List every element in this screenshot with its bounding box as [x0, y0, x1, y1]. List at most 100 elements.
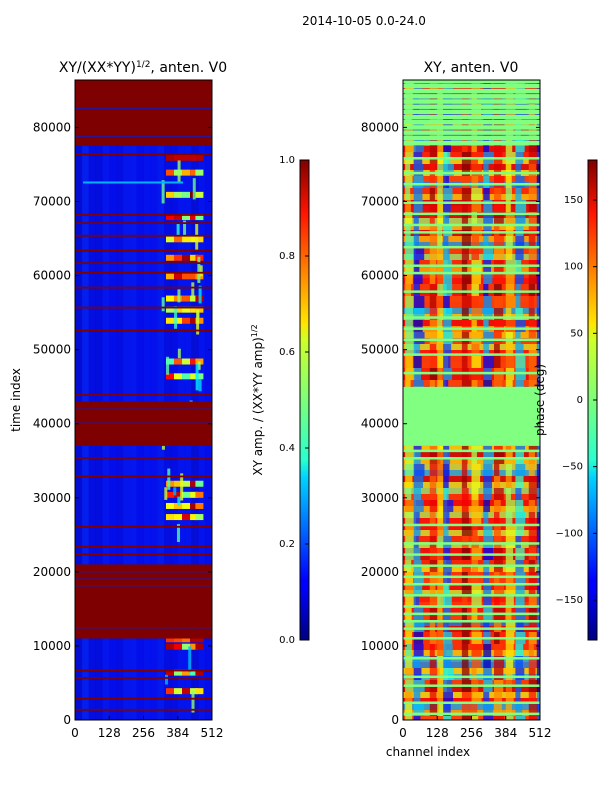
phase-ytick-label: 10000 — [361, 639, 399, 653]
phase-top-green-row — [403, 94, 540, 99]
phase-channel-cell — [429, 644, 435, 656]
phase-channel-cell — [443, 212, 450, 224]
phase-channel-cell — [528, 320, 539, 332]
phase-channel-cell — [536, 200, 540, 212]
amplitude-flag-stripe — [75, 708, 212, 711]
amplitude-ytick-label: 80000 — [33, 120, 71, 134]
amplitude-column — [116, 80, 124, 720]
phase-channel-cell — [515, 176, 525, 188]
phase-channel-cell — [437, 332, 444, 344]
phase-channel-cell — [413, 296, 425, 308]
phase-channel-cell — [413, 524, 421, 536]
amplitude-streak — [198, 285, 202, 304]
amplitude-bright-cell — [190, 214, 199, 221]
phase-top-green-row — [403, 99, 540, 104]
phase-channel-cell — [413, 476, 424, 488]
phase-flag-stripe — [403, 212, 540, 216]
phase-channel-cell — [461, 356, 468, 368]
amplitude-flagged-band — [75, 564, 212, 639]
amplitude-colorbar-tick-label: 0.8 — [279, 251, 295, 262]
phase-channel-cell — [443, 584, 450, 596]
phase-ytick-label: 30000 — [361, 491, 399, 505]
phase-flagged-bands — [403, 386, 540, 446]
amplitude-bright-cell — [182, 154, 191, 161]
amplitude-flag-stripe — [75, 553, 212, 556]
phase-channel-cell — [536, 248, 540, 260]
phase-channel-cell — [493, 188, 502, 200]
amplitude-column — [157, 80, 165, 720]
phase-channel-cell — [443, 272, 453, 284]
phase-channel-cell — [405, 188, 411, 200]
phase-channel-cell — [528, 272, 540, 284]
phase-channel-cell — [493, 512, 500, 524]
amplitude-bright-cell — [165, 295, 174, 302]
amplitude-streak — [161, 297, 165, 312]
phase-channel-cell — [528, 668, 536, 680]
phase-top-green-row — [403, 83, 540, 89]
phase-channel-cell — [505, 236, 513, 248]
amplitude-colorbar-label: XY amp. / (XX*YY amp)1/2 — [250, 324, 265, 475]
phase-channel-cell — [437, 536, 444, 548]
phase-colorbar-label: phase (deg) — [533, 364, 547, 436]
phase-channel-cell — [536, 668, 540, 680]
phase-channel-cell — [536, 380, 540, 392]
amplitude-flag-stripe — [75, 394, 212, 396]
phase-channel-cell — [515, 596, 525, 608]
amplitude-bright-cell — [182, 688, 191, 695]
phase-channel-cell — [437, 440, 445, 452]
phase-channel-cell — [437, 344, 445, 356]
phase-channel-cell — [505, 584, 517, 596]
phase-channel-cell — [536, 464, 540, 476]
phase-channel-cell — [471, 176, 479, 188]
amplitude-bright-cell — [182, 636, 191, 643]
phase-channel-cell — [461, 332, 470, 344]
phase-channel-cell — [505, 716, 514, 720]
amplitude-bright-cell — [165, 373, 174, 380]
amplitude-channel-columns — [75, 80, 212, 720]
phase-ytick-label: 20000 — [361, 565, 399, 579]
phase-channel-cell — [528, 380, 539, 392]
phase-channel-cell — [405, 272, 413, 284]
amplitude-bright-cell — [195, 669, 204, 676]
phase-channel-cell — [493, 284, 502, 296]
phase-channel-cell — [483, 272, 493, 284]
phase-channel-cell — [528, 620, 537, 632]
phase-channel-cell — [443, 332, 453, 344]
amplitude-bright-cell — [174, 688, 183, 695]
phase-channel-cell — [437, 704, 445, 716]
phase-channel-cell — [405, 656, 413, 668]
phase-channel-cell — [413, 704, 425, 716]
amplitude-bright-cell — [174, 643, 183, 650]
phase-channel-cell — [443, 380, 449, 392]
phase-channel-cell — [443, 440, 450, 452]
phase-channel-cell — [505, 248, 513, 260]
amplitude-streak — [167, 468, 171, 490]
phase-channel-cell — [405, 332, 416, 344]
phase-channel-cell — [405, 284, 411, 296]
phase-flag-stripe — [403, 157, 540, 160]
phase-channel-cell — [413, 248, 425, 260]
phase-channel-cell — [405, 668, 415, 680]
amplitude-streak — [177, 160, 181, 182]
phase-channel-cell — [443, 308, 453, 320]
phase-channel-cell — [505, 464, 512, 476]
amplitude-bright-cell — [165, 688, 174, 695]
amplitude-bright-cell — [174, 669, 183, 676]
amplitude-flag-stripe — [75, 271, 212, 274]
amplitude-flag-stripe — [75, 329, 212, 332]
phase-channel-cell — [528, 164, 536, 176]
phase-channel-cell — [528, 356, 537, 368]
amplitude-column — [136, 80, 144, 720]
phase-channel-cell — [413, 140, 425, 152]
phase-channel-cell — [483, 296, 493, 308]
amplitude-ytick-label: 30000 — [33, 491, 71, 505]
amplitude-bright-cell — [190, 514, 199, 521]
phase-channel-cell — [483, 488, 492, 500]
amplitude-bright-cell — [182, 643, 191, 650]
phase-channel-cell — [493, 584, 505, 596]
phase-channel-cell — [536, 704, 540, 716]
phase-channel-cell — [528, 440, 539, 452]
phase-channel-cell — [461, 716, 472, 720]
phase-flag-stripe — [403, 542, 540, 545]
amplitude-bright-cell — [182, 480, 191, 487]
